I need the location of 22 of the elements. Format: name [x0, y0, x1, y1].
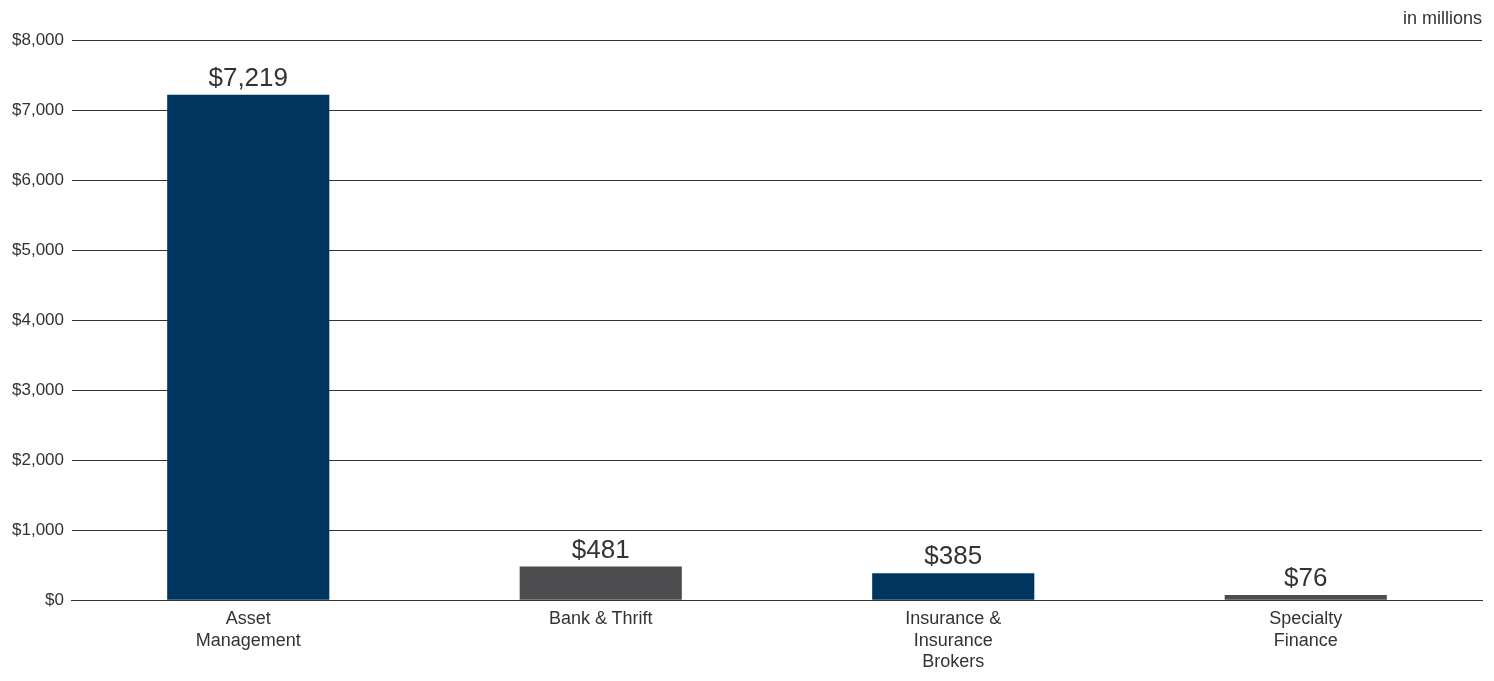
bar: [167, 94, 330, 600]
data-label: $7,219: [208, 61, 289, 92]
y-tick-label: $2,000: [12, 449, 64, 469]
y-tick-label: $5,000: [12, 239, 64, 259]
bar: [519, 566, 682, 600]
y-tick-label: $8,000: [12, 29, 64, 49]
y-tick-label: $7,000: [12, 99, 64, 119]
data-label: $385: [924, 540, 983, 571]
text: in millions: [1402, 8, 1482, 29]
data-label: $481: [571, 533, 630, 564]
y-tick-label: $6,000: [12, 169, 64, 189]
x-tick-label: Insurance & Insurance Brokers: [905, 607, 1002, 672]
bar: [1224, 594, 1387, 600]
y-tick-label: $1,000: [12, 519, 64, 539]
y-tick-label: $3,000: [12, 379, 64, 399]
y-tick-label: $4,000: [12, 309, 64, 329]
y-tick-label: $0: [45, 589, 64, 609]
data-label: $76: [1284, 562, 1328, 593]
bar: [872, 573, 1035, 600]
x-tick-label: Asset Management: [195, 607, 301, 650]
x-tick-label: Specialty Finance: [1269, 607, 1343, 650]
x-tick-label: Bank & Thrift: [548, 607, 653, 628]
